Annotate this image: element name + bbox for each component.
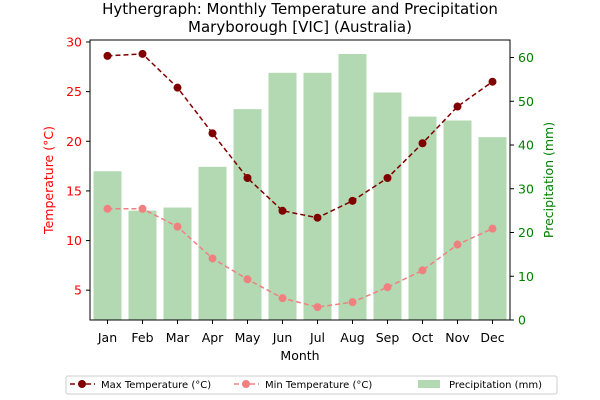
x-tick-label: Aug (340, 330, 364, 345)
legend-item-precipitation: Precipitation (mm) (418, 380, 542, 391)
left-y-axis-label: Temperature (°C) (41, 126, 56, 235)
min-temp-point-may (243, 275, 252, 284)
precip-bar-jun (268, 72, 297, 320)
precip-bar-feb (128, 210, 157, 320)
x-tick-label: Jul (309, 330, 325, 345)
x-axis-label: Month (280, 348, 319, 363)
min-temp-point-jun (278, 294, 287, 303)
left-y-tick-label: 15 (66, 183, 82, 198)
right-y-tick-label: 30 (518, 181, 534, 196)
max-temp-point-oct (418, 139, 427, 148)
precip-bar-aug (338, 54, 367, 320)
precip-bar-jul (303, 72, 332, 320)
max-temp-point-feb (138, 49, 147, 58)
max-temp-point-nov (453, 102, 462, 111)
chart-title-line-2: Maryborough [VIC] (Australia) (188, 18, 412, 36)
legend-min-marker-swatch (242, 380, 250, 388)
max-temp-point-sep (383, 174, 392, 183)
precip-bar-oct (408, 116, 437, 320)
left-y-tick-label: 25 (66, 84, 82, 99)
left-y-tick-label: 5 (74, 283, 82, 298)
min-temp-point-mar (173, 222, 182, 231)
right-y-tick-label: 10 (518, 269, 534, 284)
x-tick-label: Apr (202, 330, 224, 345)
right-y-tick-label: 20 (518, 225, 534, 240)
x-tick-label: Nov (445, 330, 470, 345)
max-temperature-line (107, 53, 493, 219)
left-y-tick-label: 20 (66, 134, 82, 149)
max-temp-point-aug (348, 196, 357, 205)
right-y-tick-label: 50 (518, 94, 534, 109)
right-y-tick-label: 40 (518, 138, 534, 153)
max-temp-point-may (243, 174, 252, 183)
max-temp-point-dec (488, 77, 497, 86)
x-tick-label: Oct (412, 330, 434, 345)
precip-bar-nov (443, 120, 472, 320)
x-tick-label: Jan (97, 330, 117, 345)
temperature-lines (103, 49, 497, 312)
legend-item-max-temperature: Max Temperature (°C) (70, 380, 211, 391)
legend-item-min-temperature: Min Temperature (°C) (234, 380, 372, 391)
left-y-tick-label: 30 (66, 34, 82, 49)
legend-precip-label: Precipitation (mm) (449, 380, 542, 391)
min-temp-point-aug (348, 298, 357, 307)
max-temp-point-mar (173, 83, 182, 92)
min-temp-point-jul (313, 303, 322, 312)
max-temp-point-jul (313, 213, 322, 222)
x-tick-label: Sep (376, 330, 400, 345)
legend-precip-swatch (418, 380, 440, 388)
chart-title-line-1: Hythergraph: Monthly Temperature and Pre… (102, 0, 498, 18)
legend: Max Temperature (°C) Min Temperature (°C… (65, 375, 558, 395)
x-tick-label: Mar (166, 330, 190, 345)
right-y-tick-label: 0 (518, 313, 526, 328)
right-y-tick-label: 60 (518, 50, 534, 65)
plot-frame (89, 39, 511, 321)
min-temperature-line (107, 208, 493, 308)
max-temp-point-apr (208, 129, 217, 138)
min-temp-point-oct (418, 266, 427, 275)
max-temp-point-jan (103, 51, 112, 60)
left-y-axis: 5 10 15 20 25 30 (66, 34, 90, 298)
min-temp-point-dec (488, 224, 497, 233)
precip-bar-may (233, 109, 262, 320)
min-temp-point-nov (453, 240, 462, 249)
min-temp-point-sep (383, 283, 392, 292)
x-tick-label: Dec (480, 330, 504, 345)
right-y-axis: 0 10 20 30 40 50 60 (510, 50, 534, 328)
x-axis: Jan Feb Mar Apr May Jun Jul Aug Sep Oct Nov Dec (97, 320, 505, 345)
x-tick-label: Jun (272, 330, 293, 345)
legend-max-marker-swatch (78, 380, 86, 388)
legend-min-label: Min Temperature (°C) (265, 380, 372, 391)
precip-bar-jan (93, 171, 122, 320)
left-y-tick-label: 10 (66, 233, 82, 248)
x-tick-label: May (235, 330, 261, 345)
max-temp-point-jun (278, 206, 287, 215)
precip-bar-apr (198, 166, 227, 320)
min-temp-point-jan (103, 204, 112, 213)
x-tick-label: Feb (131, 330, 153, 345)
right-y-axis-label: Precipitation (mm) (541, 122, 556, 238)
min-temp-point-apr (208, 254, 217, 263)
legend-max-label: Max Temperature (°C) (101, 380, 211, 391)
min-temp-point-feb (138, 204, 147, 213)
precipitation-bars (93, 54, 507, 320)
